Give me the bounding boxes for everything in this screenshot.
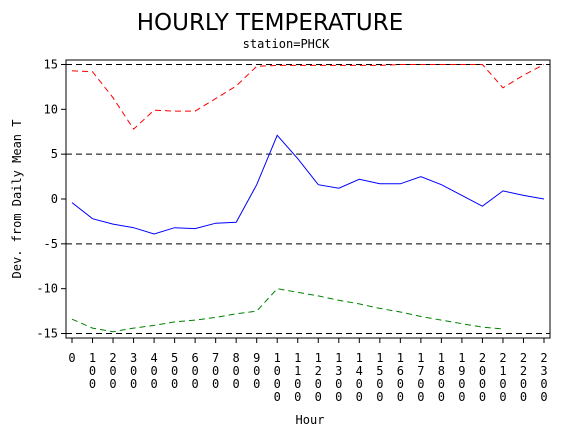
x-axis-label: Hour [296, 413, 325, 427]
y-tick-label: -15 [36, 327, 58, 341]
chart-subtitle: station=PHCK [243, 37, 330, 51]
y-tick-label: 0 [51, 192, 58, 206]
y-tick-label: -10 [36, 282, 58, 296]
y-tick-label: 10 [44, 102, 58, 116]
chart-title: HOURLY TEMPERATURE [137, 10, 404, 36]
y-axis: 15 10 5 0 -5 -10 -15 [36, 57, 66, 341]
x-tick-label: 0 [68, 351, 75, 365]
plot-frame [65, 59, 551, 339]
series-line-2 [71, 134, 545, 235]
reference-lines [66, 63, 550, 335]
y-tick-label: 5 [51, 147, 58, 161]
y-axis-label: Dev. from Daily Mean T [10, 120, 24, 279]
y-tick-label: 15 [44, 57, 58, 71]
series-layer [71, 64, 545, 333]
y-tick-label: -5 [44, 237, 58, 251]
series-line-1 [71, 64, 545, 130]
series-line-3 [71, 288, 504, 333]
x-axis: 0 1 0 0 2 0 0 3 0 0 4 0 0 5 0 0 6 0 0 7 0 0 8 0 0 9 0 0 1 0 0 0 1 1 0 0 1 2 0 0… [68, 338, 548, 404]
